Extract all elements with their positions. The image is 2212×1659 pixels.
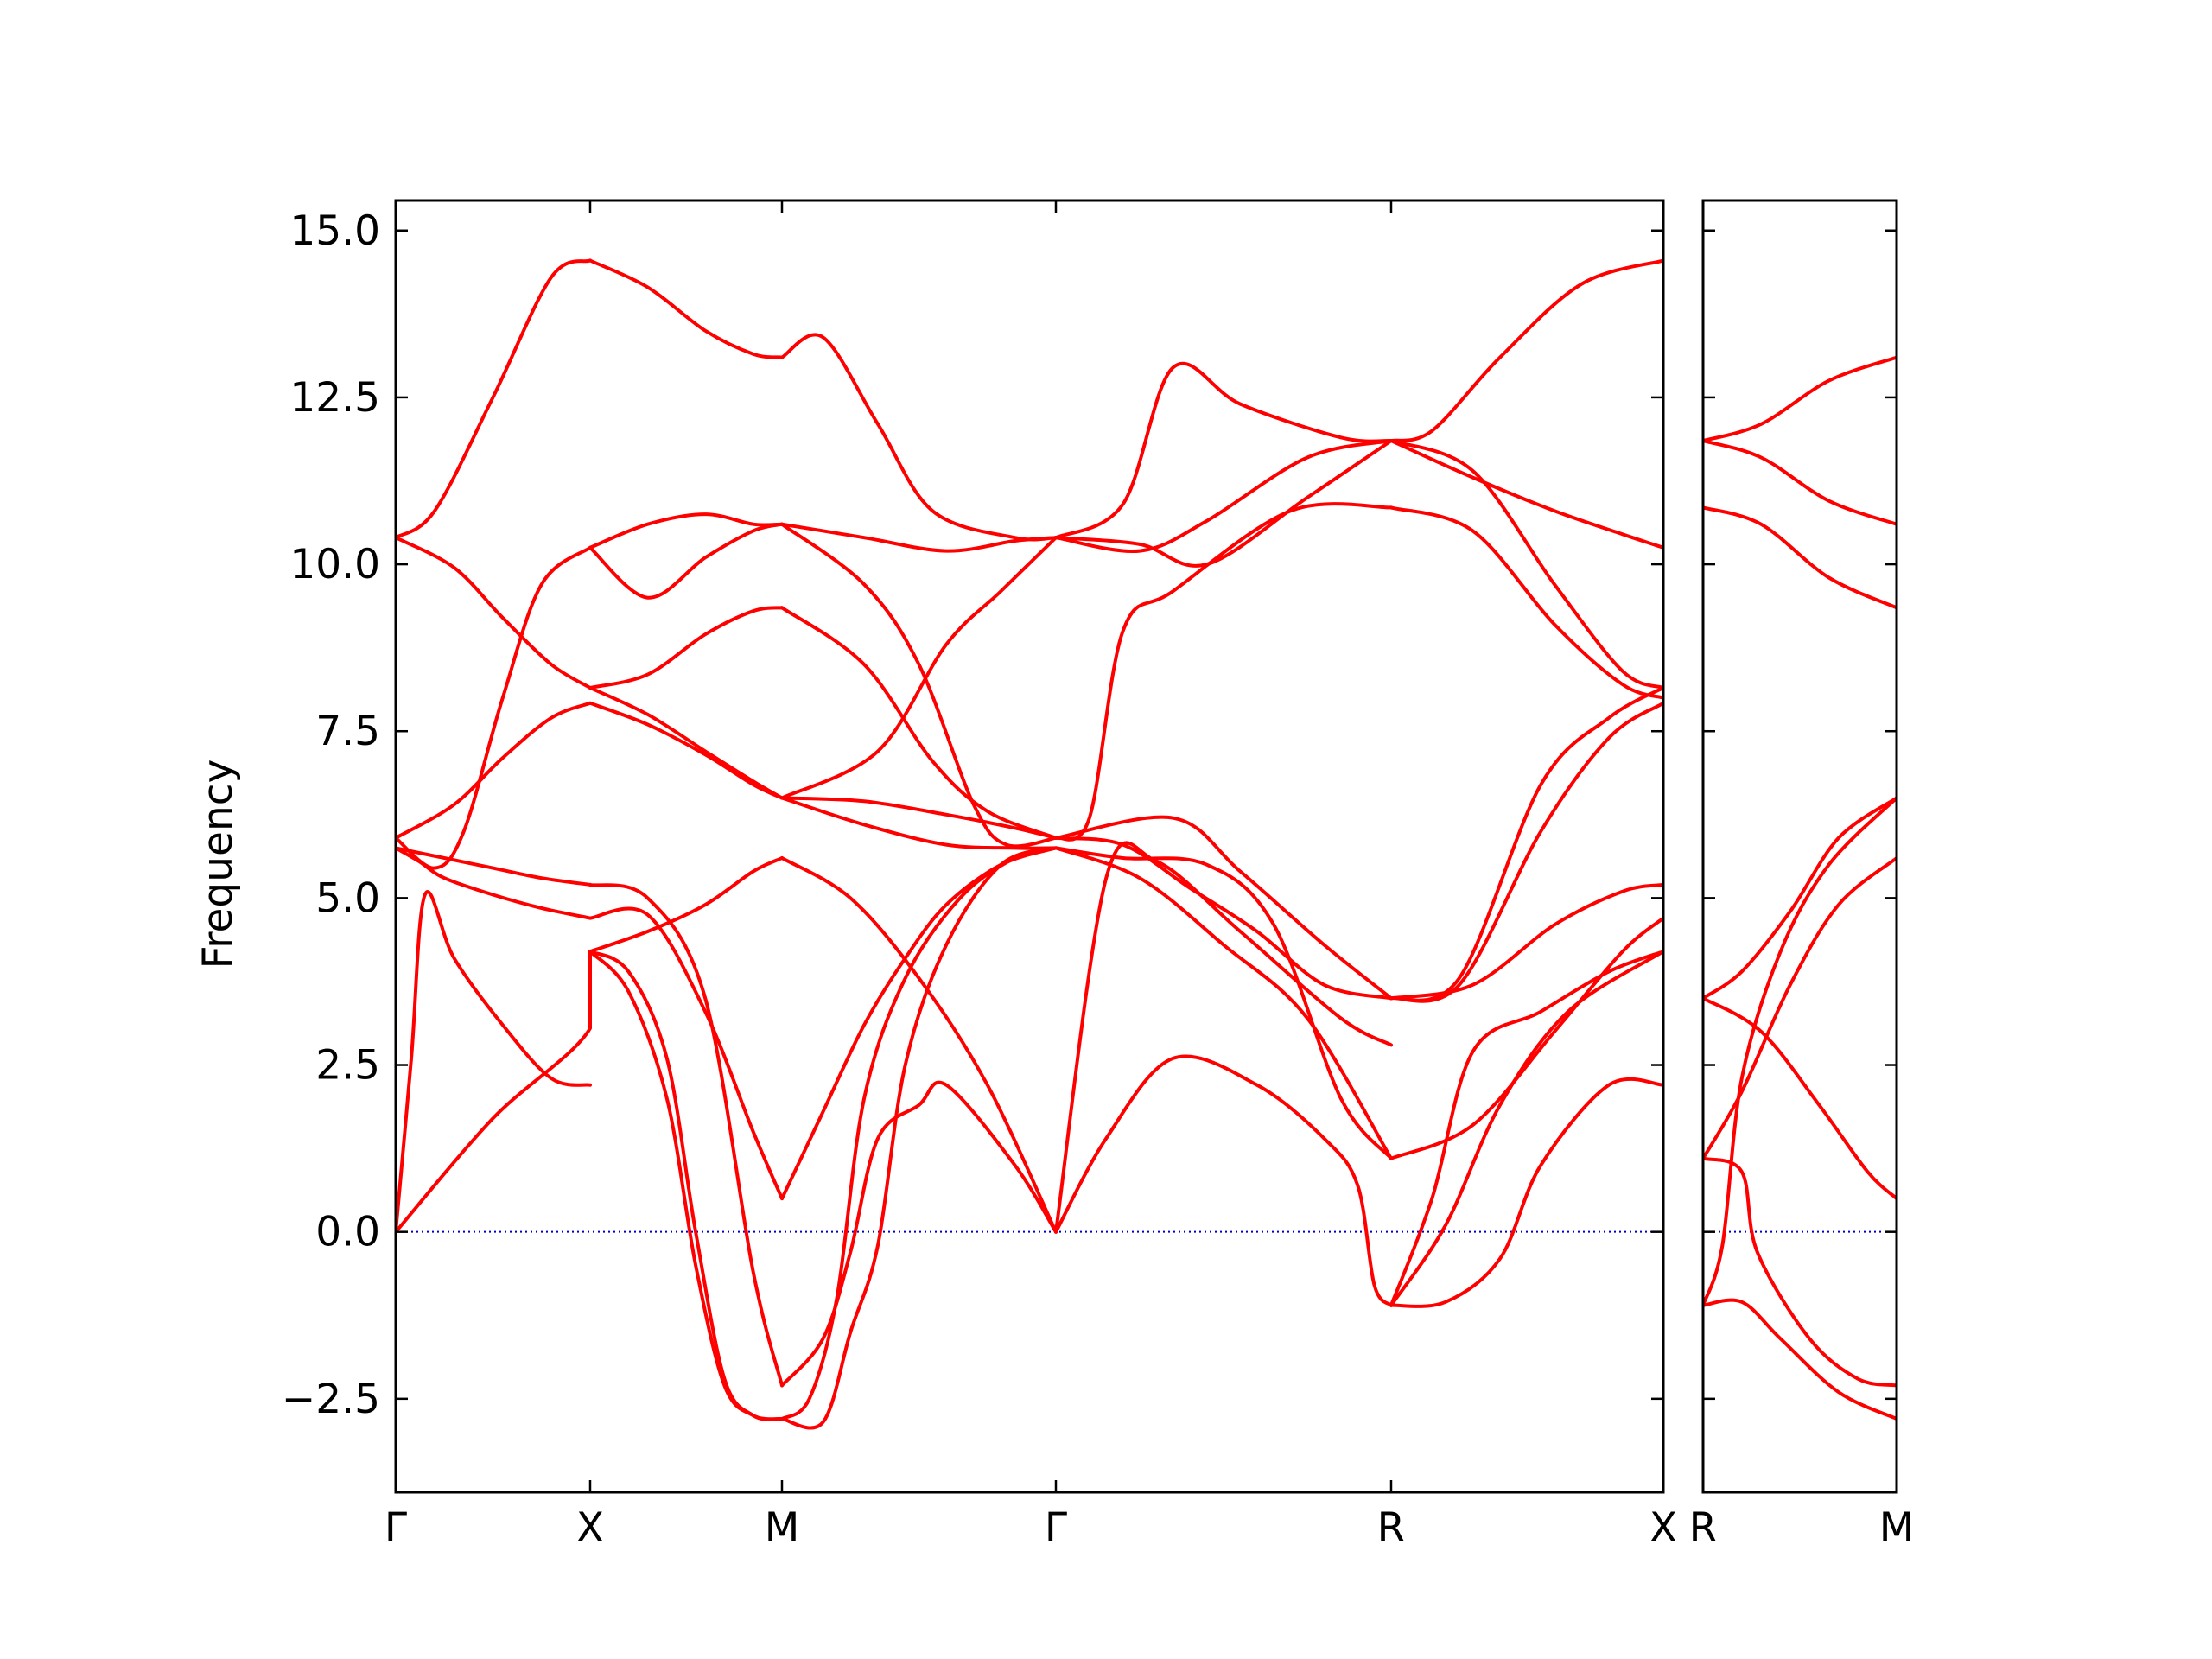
- band-line: [780, 856, 1058, 1234]
- band-line: [1703, 796, 1897, 1307]
- band-line: [588, 701, 784, 800]
- y-tick-label: 5.0: [315, 874, 380, 922]
- band-line: [588, 906, 784, 1201]
- band-line: [780, 796, 1058, 850]
- band-line: [588, 512, 784, 550]
- band-line: [780, 536, 1058, 800]
- band-line: [1054, 361, 1393, 540]
- band-line: [1389, 1077, 1663, 1308]
- band-line: [1389, 882, 1663, 1001]
- band-line: [588, 686, 784, 800]
- band-line: [1389, 950, 1663, 1307]
- band-line: [396, 950, 593, 1234]
- band-line: [1054, 439, 1393, 554]
- y-tick-label: 10.0: [289, 541, 380, 588]
- y-tick-label: −2.5: [282, 1376, 380, 1423]
- band-line: [1703, 996, 1897, 1201]
- band-line: [1054, 836, 1393, 1001]
- band-line: [1389, 439, 1663, 690]
- band-line: [588, 950, 784, 1421]
- band-line: [780, 846, 1058, 1201]
- band-line: [588, 258, 784, 359]
- band-line: [780, 606, 1058, 840]
- bands-panel-main: [396, 258, 1663, 1430]
- x-tick-label: X: [1649, 1504, 1677, 1552]
- band-line: [1703, 856, 1897, 1160]
- panel-frame-side: [1701, 199, 1898, 1494]
- band-line: [1703, 1156, 1897, 1388]
- y-axis-label: Frequency: [194, 760, 242, 969]
- band-line: [1389, 505, 1663, 700]
- band-line: [1054, 841, 1393, 1234]
- axis-ticks: [394, 200, 1898, 1492]
- y-tick-label: 0.0: [315, 1209, 380, 1256]
- x-tick-label: Γ: [1045, 1504, 1067, 1552]
- band-line: [780, 522, 1058, 849]
- band-line: [1054, 502, 1393, 842]
- band-line: [1389, 686, 1663, 1002]
- band-line: [1389, 950, 1663, 1307]
- band-line: [780, 333, 1058, 542]
- band-line: [1703, 355, 1897, 443]
- band-line: [780, 846, 1058, 1421]
- x-tick-label: Γ: [385, 1504, 407, 1552]
- band-line: [396, 258, 592, 540]
- band-line: [1389, 439, 1663, 550]
- band-line: [780, 796, 1058, 840]
- y-tick-label: 2.5: [315, 1042, 380, 1090]
- band-line: [396, 846, 592, 887]
- bands-panel-side: [1703, 355, 1897, 1421]
- band-line: [1389, 258, 1663, 443]
- x-tick-label: R: [1689, 1504, 1718, 1552]
- band-line: [588, 950, 784, 1421]
- x-tick-label: R: [1377, 1504, 1406, 1552]
- band-line: [1054, 439, 1393, 568]
- x-tick-label: M: [1879, 1504, 1915, 1552]
- band-line: [780, 846, 1058, 1430]
- panel-frame-main: [394, 199, 1665, 1494]
- band-line: [1703, 505, 1897, 610]
- band-line: [1389, 701, 1663, 1003]
- band-line: [588, 882, 784, 1388]
- panel-frames: [394, 199, 1898, 1494]
- band-line: [588, 856, 784, 954]
- band-line: [1054, 846, 1393, 1160]
- band-line: [1703, 1298, 1897, 1421]
- band-line: [1054, 1054, 1393, 1307]
- band-line: [396, 536, 592, 690]
- band-line: [396, 701, 592, 840]
- y-tick-label: 15.0: [289, 207, 380, 255]
- band-line: [588, 606, 784, 690]
- band-line: [1703, 439, 1897, 526]
- y-tick-label: 7.5: [315, 708, 380, 755]
- y-tick-label: 12.5: [289, 374, 380, 422]
- band-line: [396, 846, 592, 920]
- band-line: [780, 1080, 1058, 1388]
- x-tick-label: X: [576, 1504, 604, 1552]
- band-line: [1054, 846, 1393, 1160]
- tick-labels: Γ X M Γ R X R M−2.50.02.55.07.510.012.515.0: [282, 207, 1914, 1552]
- band-line: [1389, 916, 1663, 1160]
- band-line: [1054, 815, 1393, 1001]
- phonon-bands: [396, 258, 1897, 1430]
- band-line: [396, 890, 592, 1234]
- x-tick-label: M: [765, 1504, 800, 1552]
- band-line: [1703, 796, 1897, 1001]
- band-line: [588, 522, 784, 600]
- band-line: [396, 545, 592, 870]
